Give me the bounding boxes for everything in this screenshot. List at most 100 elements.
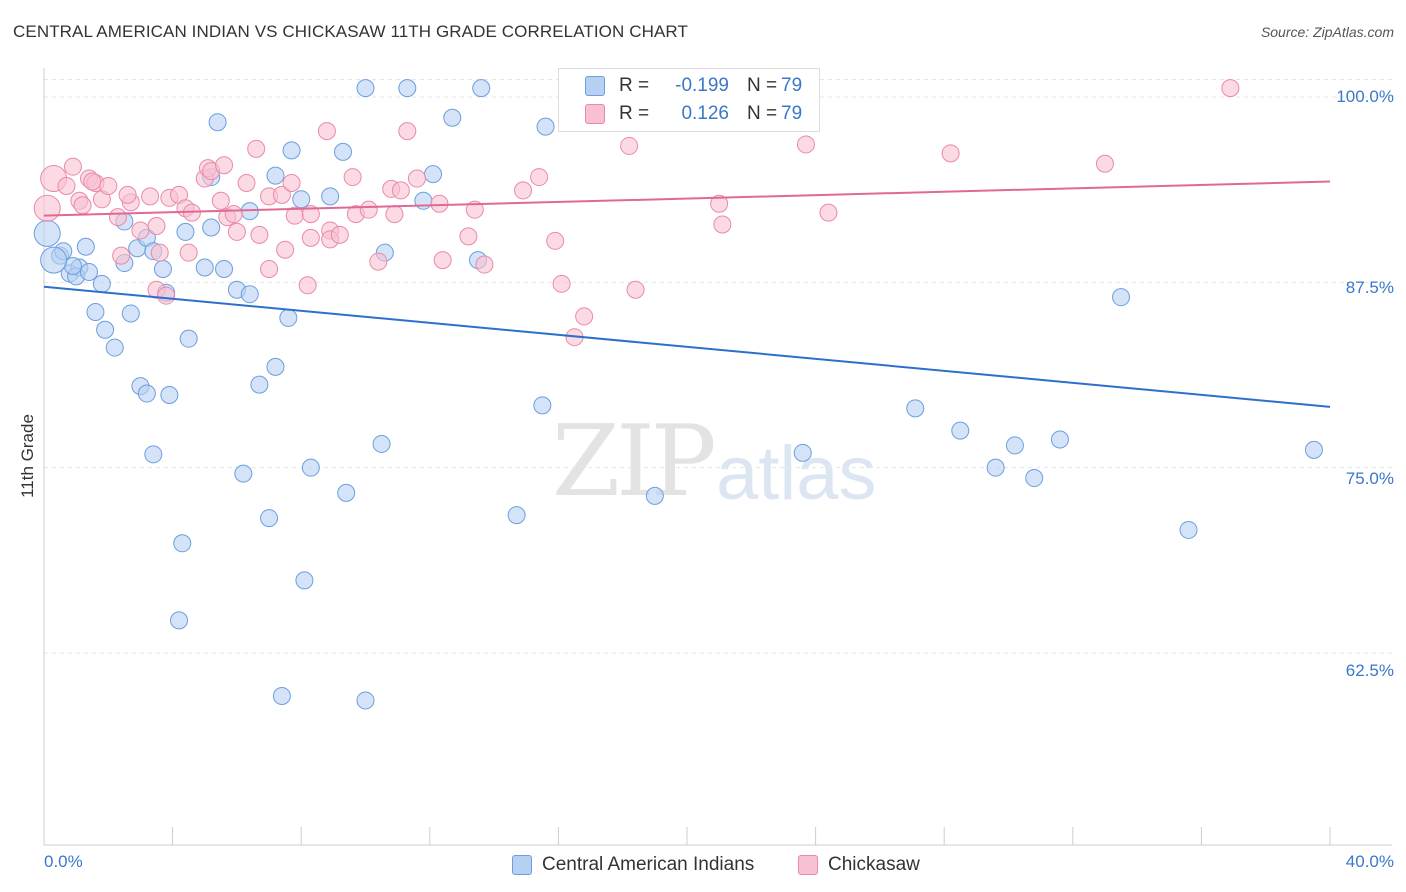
blue-point: [137, 384, 156, 403]
blue-point: [951, 421, 970, 440]
pink-point: [147, 216, 166, 235]
pink-point: [63, 157, 82, 176]
pink-point: [272, 185, 291, 204]
correlation-legend: R = -0.199 N = 79 R = 0.126 N = 79: [558, 68, 820, 132]
pink-swatch-icon: [585, 104, 605, 124]
pink-point: [131, 221, 150, 240]
blue-point: [240, 285, 259, 304]
blue-point: [507, 506, 526, 525]
n-label: N =: [747, 75, 778, 96]
blue-swatch-icon: [585, 76, 605, 96]
legend-row-chickasaw: R = 0.126 N = 79: [585, 101, 802, 127]
blue-point: [472, 79, 491, 98]
source-credit: Source: ZipAtlas.com: [1260, 24, 1394, 40]
blue-point: [234, 464, 253, 483]
pink-point: [575, 307, 594, 326]
r-value: -0.199: [675, 75, 729, 96]
pink-point: [276, 240, 295, 259]
y-tick-label: 100.0%: [1336, 87, 1394, 106]
n-value: 79: [781, 103, 803, 124]
blue-point: [176, 222, 195, 241]
blue-point: [33, 219, 61, 247]
blue-point: [170, 611, 189, 630]
blue-point: [96, 320, 115, 339]
blue-point: [1179, 520, 1198, 539]
blue-point: [333, 142, 352, 161]
series-name: Central American Indians: [542, 854, 755, 875]
blue-swatch-icon: [512, 855, 532, 875]
blue-point: [1025, 469, 1044, 488]
n-value: 79: [781, 75, 803, 96]
bottom-legend-chickasaw: Chickasaw: [798, 852, 920, 878]
pink-point: [317, 122, 336, 141]
y-tick-label: 62.5%: [1345, 661, 1394, 680]
pink-point: [514, 181, 533, 200]
pink-point: [83, 172, 102, 191]
blue-point: [536, 117, 555, 136]
trend-line: [43, 285, 1331, 408]
pink-point: [369, 252, 388, 271]
blue-point: [1112, 288, 1131, 307]
pink-point: [57, 176, 76, 195]
r-label: R =: [619, 75, 650, 96]
pink-point: [465, 200, 484, 219]
pink-point: [552, 274, 571, 293]
trend-lines: [43, 180, 1331, 408]
blue-point: [272, 686, 291, 705]
blue-point: [195, 258, 214, 277]
blue-point: [645, 486, 664, 505]
pink-point: [530, 168, 549, 187]
pink-point: [385, 205, 404, 224]
blue-point: [356, 79, 375, 98]
pink-point: [433, 251, 452, 270]
pink-point: [118, 185, 137, 204]
y-tick-label: 87.5%: [1345, 278, 1394, 297]
blue-point: [266, 166, 285, 185]
blue-point: [179, 329, 198, 348]
pink-point: [108, 208, 127, 227]
data-points: [33, 79, 1323, 710]
pink-point: [211, 191, 230, 210]
pink-point: [626, 280, 645, 299]
blue-point: [1304, 440, 1323, 459]
pink-point: [796, 135, 815, 154]
pink-point: [941, 144, 960, 163]
pink-point: [282, 173, 301, 192]
x-tick-label-left: 0.0%: [44, 852, 83, 871]
blue-point: [144, 445, 163, 464]
blue-point: [424, 165, 443, 184]
blue-point: [40, 246, 68, 274]
pink-point: [224, 205, 243, 224]
pink-point: [179, 243, 198, 262]
blue-point: [337, 483, 356, 502]
pink-point: [1221, 79, 1240, 98]
blue-point: [153, 259, 172, 278]
blue-point: [208, 113, 227, 132]
blue-point: [92, 274, 111, 293]
pink-point: [112, 246, 131, 265]
blue-point: [398, 79, 417, 98]
bottom-legend-central-american-indians: Central American Indians: [512, 852, 754, 878]
pink-point: [301, 205, 320, 224]
blue-point: [533, 396, 552, 415]
r-label: R =: [619, 103, 650, 124]
blue-point: [250, 375, 269, 394]
pink-point: [237, 173, 256, 192]
blue-point: [301, 458, 320, 477]
pink-point: [398, 122, 417, 141]
blue-point: [160, 386, 179, 405]
r-value: 0.126: [681, 103, 729, 124]
watermark-atlas: atlas: [716, 431, 877, 516]
blue-point: [105, 338, 124, 357]
blue-point: [80, 262, 99, 281]
pink-point: [141, 187, 160, 206]
pink-point: [546, 231, 565, 250]
blue-point: [1005, 436, 1024, 455]
pink-point: [260, 259, 279, 278]
pink-point: [301, 228, 320, 247]
pink-point: [1095, 154, 1114, 173]
blue-point: [86, 302, 105, 321]
pink-point: [150, 243, 169, 262]
pink-point: [250, 225, 269, 244]
